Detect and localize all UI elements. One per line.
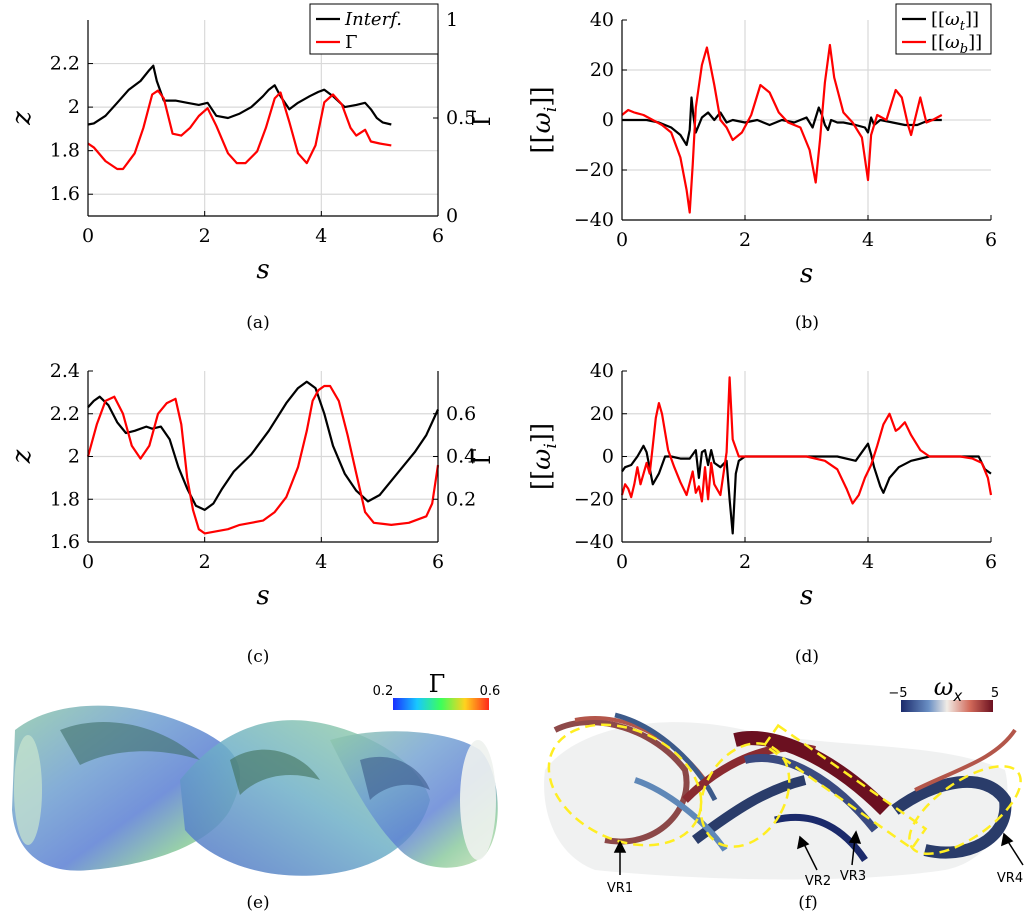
vr-arrows (613, 830, 1024, 875)
y-tick-label-right: 0.6 (446, 403, 476, 425)
annotation-vr4: VR4 (997, 871, 1023, 886)
y-tick-label: 2.2 (50, 53, 80, 75)
y-tick-label: 40 (590, 9, 614, 31)
colorbar-title-e: Γ (429, 670, 446, 698)
x-tick-label: 0 (616, 551, 628, 573)
x-axis-label: s (256, 581, 269, 611)
x-axis-label: s (800, 581, 813, 611)
series-line-c-0 (87, 380, 440, 511)
y-tick-label-right: 0.4 (446, 446, 476, 468)
y-tick-label: 20 (590, 59, 614, 81)
x-tick-label: 2 (199, 225, 211, 247)
chart-panel-c: (c) 0 2 4 6 1.6 1.8 2 2.2 2.4 0.2 0.4 0.6 s z Γ (7, 360, 496, 667)
colorbar-omega-x (901, 700, 993, 712)
y-tick-label: 20 (590, 403, 614, 425)
series-line-d-1 (620, 376, 993, 505)
y-tick-label: 40 (590, 360, 614, 382)
x-tick-label: 6 (432, 551, 444, 573)
y-axis-label-right: Γ (468, 110, 496, 127)
colorbar-max-label-f: 5 (991, 686, 999, 701)
x-tick-label: 6 (985, 551, 997, 573)
legend: Interf.Γ (309, 3, 439, 55)
caption-d: (d) (795, 647, 819, 667)
y-tick-label: 2 (68, 96, 80, 118)
caption-a: (a) (246, 313, 269, 333)
y-axis-label: z (7, 449, 37, 464)
y-tick-label-right: 0.2 (446, 488, 476, 510)
legend: [[ωt]][[ωb]] (895, 3, 992, 57)
x-tick-label: 4 (315, 225, 327, 247)
x-axis-label: s (800, 259, 813, 289)
vortex-structures (544, 712, 1017, 880)
colorbar-gamma (393, 698, 489, 710)
y-axis-label: [[ωi]] (527, 423, 561, 490)
y-tick-label: 0 (602, 446, 614, 468)
caption-b: (b) (795, 313, 819, 333)
caption-c: (c) (247, 647, 270, 667)
series-line-a-0 (87, 64, 392, 126)
y-axis-label-right: Γ (468, 448, 496, 465)
colorbar-min-label-f: −5 (888, 686, 907, 701)
y-tick-label: −40 (574, 531, 614, 553)
y-tick-label: 2 (68, 446, 80, 468)
colorbar-min-label-e: 0.2 (373, 684, 394, 699)
y-tick-label: 2.4 (50, 360, 80, 382)
render-panel-e: 0.2 0.6 Γ (e) (12, 670, 501, 913)
caption-f: (f) (798, 893, 818, 913)
colorbar-title-f: ωx (934, 673, 963, 705)
y-tick-label: 1.6 (50, 183, 80, 205)
x-tick-label: 0 (82, 225, 94, 247)
y-tick-label: −20 (574, 159, 614, 181)
render-panel-f: VR1 VR2 VR3 VR4 −5 5 ωx (f) (544, 673, 1024, 913)
y-tick-label: −20 (574, 488, 614, 510)
series-line-a-1 (87, 89, 392, 171)
series-line-d-0 (621, 442, 992, 535)
series-line-c-1 (86, 384, 440, 535)
x-tick-label: 2 (199, 551, 211, 573)
x-tick-label: 6 (985, 229, 997, 251)
y-axis-label: z (7, 111, 37, 126)
x-tick-label: 4 (862, 551, 874, 573)
annotation-vr3: VR3 (840, 869, 866, 884)
x-tick-label: 4 (315, 551, 327, 573)
x-tick-label: 6 (432, 225, 444, 247)
caption-e: (e) (246, 893, 269, 913)
y-tick-label: 0 (602, 109, 614, 131)
series-line-b-0 (622, 96, 942, 147)
legend-label-1: Γ (345, 32, 358, 53)
legend-label-0: Interf. (344, 9, 402, 30)
x-tick-label: 0 (616, 229, 628, 251)
chart-panel-d: (d) 0 2 4 6 −40 −20 0 20 40 s [[ωi]] (527, 360, 997, 667)
x-tick-label: 2 (739, 551, 751, 573)
annotation-vr2: VR2 (805, 874, 831, 889)
colorbar-max-label-e: 0.6 (480, 684, 501, 699)
annotation-vr1: VR1 (607, 881, 633, 896)
x-tick-label: 4 (862, 229, 874, 251)
y-tick-label: 1.8 (50, 140, 80, 162)
y-tick-label-right: 0 (446, 205, 458, 227)
legend-label-1: [[ωb]] (931, 32, 982, 57)
x-axis-label: s (256, 255, 269, 285)
interface-surface (12, 705, 498, 876)
y-tick-label-right: 0.5 (446, 107, 476, 129)
legend-label-0: [[ωt]] (931, 9, 979, 34)
series-line-b-1 (621, 43, 943, 214)
y-tick-label: 1.8 (50, 488, 80, 510)
y-tick-label: 1.6 (50, 531, 80, 553)
y-tick-label: 2.2 (50, 403, 80, 425)
x-tick-label: 2 (739, 229, 751, 251)
y-tick-label: −40 (574, 209, 614, 231)
chart-panel-b: (b) 0 2 4 6 −40 −20 0 20 40 s [[ωi]] [[ωt]][[ωb]] (527, 3, 997, 333)
y-tick-label-right: 1 (446, 9, 458, 31)
x-tick-label: 0 (82, 551, 94, 573)
y-axis-label: [[ωi]] (527, 86, 561, 153)
